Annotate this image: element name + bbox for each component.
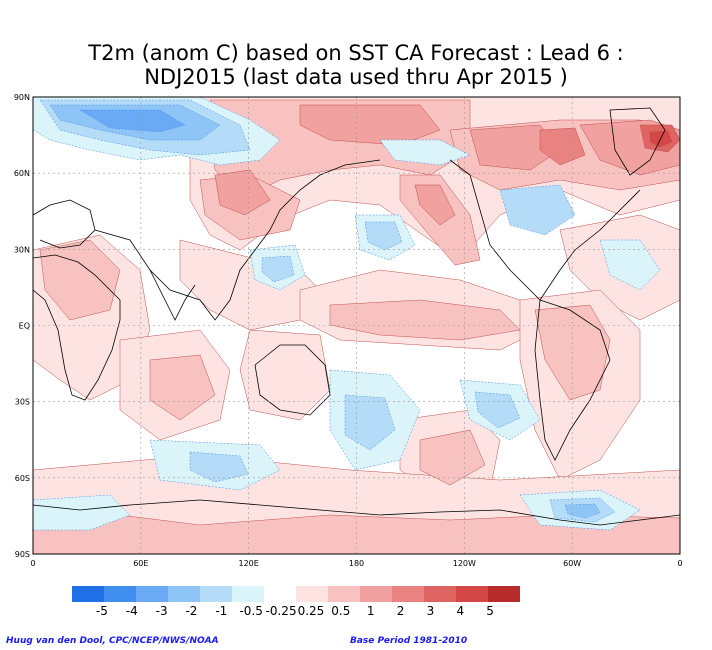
europe-red	[214, 169, 271, 216]
lat-label: 90S	[15, 550, 30, 559]
longitude-labels: 0 60E 120E 180 120W 60W 0	[30, 559, 682, 568]
antarctic-cold	[33, 494, 131, 531]
chart-title-line2: NDJ2015 (last data used thru Apr 2015 )	[144, 65, 568, 89]
color-legend	[72, 586, 520, 602]
gridlines	[33, 97, 680, 554]
chart-title-line1: T2m (anom C) based on SST CA Forecast : …	[88, 41, 624, 65]
coast-australia	[254, 344, 331, 416]
equatorial-pink	[329, 299, 521, 341]
north-africa-pink	[39, 239, 121, 321]
legend-swatch	[488, 586, 520, 602]
siberia-cold-deep	[79, 109, 186, 133]
lon-label: 120W	[453, 559, 476, 568]
tasman-pale	[344, 394, 396, 451]
lon-label: 60E	[133, 559, 148, 568]
lon-label: 0	[30, 559, 35, 568]
labrador-cold	[379, 139, 471, 166]
legend-label: -5	[95, 604, 108, 618]
greenland-darker-red	[649, 130, 673, 148]
lon-label: 0	[677, 559, 682, 568]
legend-label: 2	[396, 604, 405, 618]
ridge-red	[414, 184, 456, 226]
hudson-cold	[499, 184, 576, 236]
coast-south-america	[534, 299, 611, 461]
map-frame	[32, 96, 681, 555]
legend-swatch	[264, 586, 296, 602]
base-period-credit: Base Period 1981-2010	[350, 636, 468, 646]
lat-label: EQ	[19, 322, 30, 331]
legend-label: -1	[215, 604, 228, 618]
coast-india	[149, 269, 196, 321]
legend-swatch	[104, 586, 136, 602]
antarctic-pink	[33, 514, 680, 554]
lat-label: 30N	[14, 245, 30, 254]
coast-north-america	[449, 159, 641, 301]
coastlines	[33, 107, 680, 526]
north-pacific-pale	[364, 221, 403, 251]
legend-label: 0.25	[297, 604, 325, 618]
legend-label: -4	[125, 604, 138, 618]
legend-label: -2	[185, 604, 198, 618]
south-pacific-pink	[419, 429, 486, 486]
legend-label: 0.5	[331, 604, 351, 618]
legend-label: 1	[366, 604, 375, 618]
weddell-blue	[564, 503, 601, 519]
legend-label: -0.5	[239, 604, 263, 618]
author-credit: Huug van den Dool, CPC/NCEP/NWS/NOAA	[6, 636, 219, 646]
legend-label: 3	[426, 604, 435, 618]
legend-swatch	[232, 586, 264, 602]
coast-europe	[33, 199, 96, 249]
west-pacific-pale	[261, 255, 295, 283]
coast-antarctica	[33, 499, 680, 526]
lat-label: 90N	[14, 93, 30, 102]
yukon-red	[539, 127, 586, 166]
lon-label: 60W	[563, 559, 581, 568]
lat-label: 30S	[15, 398, 30, 407]
legend-swatch	[360, 586, 392, 602]
lon-label: 120E	[239, 559, 259, 568]
legend-swatch	[296, 586, 328, 602]
legend-label: 4	[456, 604, 465, 618]
legend-swatch	[136, 586, 168, 602]
lat-label: 60S	[15, 474, 30, 483]
australia-warm	[239, 329, 331, 421]
siberia-red	[469, 124, 561, 171]
anomaly-field	[33, 97, 680, 554]
coast-africa	[33, 254, 121, 401]
latitude-labels: 90N 60N 30N EQ 30S 60S 90S	[14, 93, 30, 559]
south-pacific-pale	[474, 391, 521, 429]
legend-label: 5	[486, 604, 494, 618]
legend-swatch	[72, 586, 104, 602]
legend-label: -3	[155, 604, 168, 618]
lon-label: 180	[349, 559, 364, 568]
atlantic-cold	[599, 239, 661, 291]
lat-label: 60N	[14, 169, 30, 178]
coast-asia	[94, 159, 381, 321]
coast-greenland	[609, 107, 666, 176]
legend-swatch	[392, 586, 424, 602]
legend-swatch	[200, 586, 232, 602]
legend-swatch	[328, 586, 360, 602]
south-america-pink	[534, 304, 611, 401]
indian-pink	[149, 354, 216, 421]
legend-swatch	[168, 586, 200, 602]
legend-swatch	[424, 586, 456, 602]
legend-swatch	[456, 586, 488, 602]
southern-indian-pale	[189, 451, 249, 483]
legend-label: -0.25	[265, 604, 297, 618]
